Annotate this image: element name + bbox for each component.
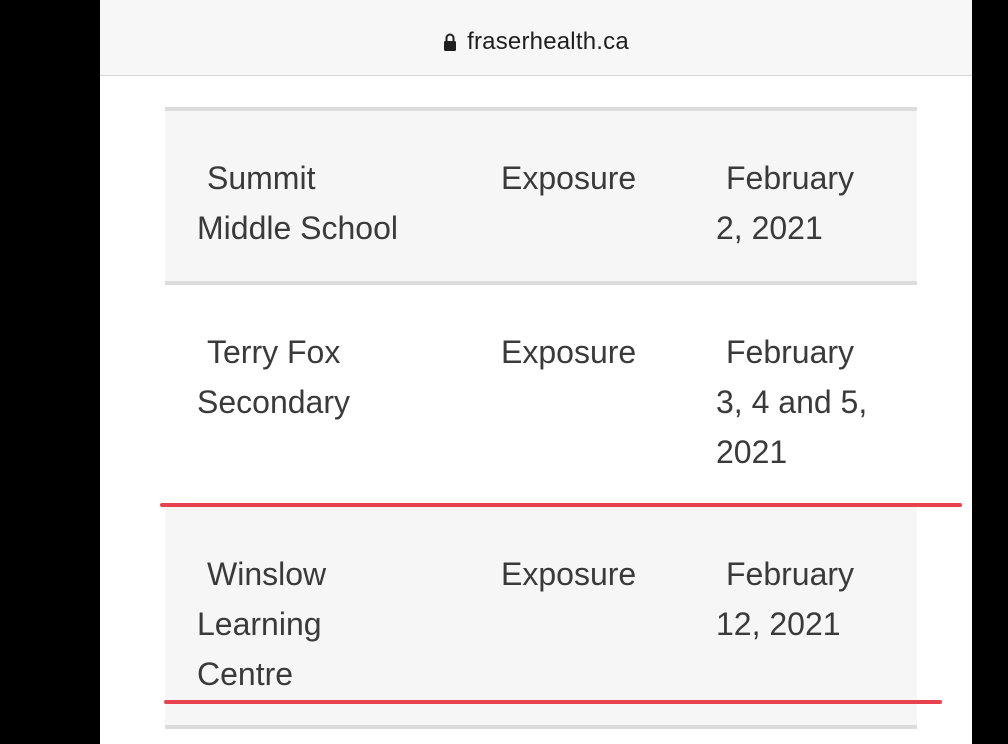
exposure-type-cell: Exposure [501,556,637,592]
school-name-cell: Terry Fox Secondary [197,327,457,427]
exposure-date-cell: February 3, 4 and 5, 2021 [716,327,916,477]
exposure-table: Summit Middle School Exposure February 2… [165,107,917,729]
date-line: 2, 2021 [716,210,823,246]
exposure-date-cell: February 2, 2021 [716,153,916,253]
date-line: 3, 4 and 5, [716,384,868,420]
date-line: 12, 2021 [716,606,841,642]
url-text: fraserhealth.ca [467,28,629,55]
address-bar[interactable]: fraserhealth.ca [100,0,972,76]
table-row: Summit Middle School Exposure February 2… [165,111,917,285]
browser-viewport: fraserhealth.ca Summit Middle School Exp… [100,0,972,744]
highlight-underline-bottom [164,700,942,704]
lock-icon [443,32,457,52]
school-name-line: Middle School [197,210,398,246]
date-line: 2021 [716,434,788,470]
school-name-line: Summit [207,160,316,196]
exposure-type-cell: Exposure [501,160,637,196]
date-line: February [726,334,855,370]
school-name-line: Winslow [207,556,327,592]
table-row: Winslow Learning Centre Exposure Februar… [165,507,917,729]
url-display[interactable]: fraserhealth.ca [100,26,972,58]
school-name-line: Learning [197,606,322,642]
school-name-line: Terry Fox [207,334,341,370]
table-row: Terry Fox Secondary Exposure February 3,… [165,285,917,507]
date-line: February [726,160,855,196]
date-line: February [726,556,855,592]
exposure-type-cell: Exposure [501,334,637,370]
exposure-date-cell: February 12, 2021 [716,549,916,649]
highlight-underline-top [160,503,962,507]
school-name-cell: Winslow Learning Centre [197,549,457,699]
school-name-line: Centre [197,656,294,692]
school-name-cell: Summit Middle School [197,153,457,253]
school-name-line: Secondary [197,384,350,420]
